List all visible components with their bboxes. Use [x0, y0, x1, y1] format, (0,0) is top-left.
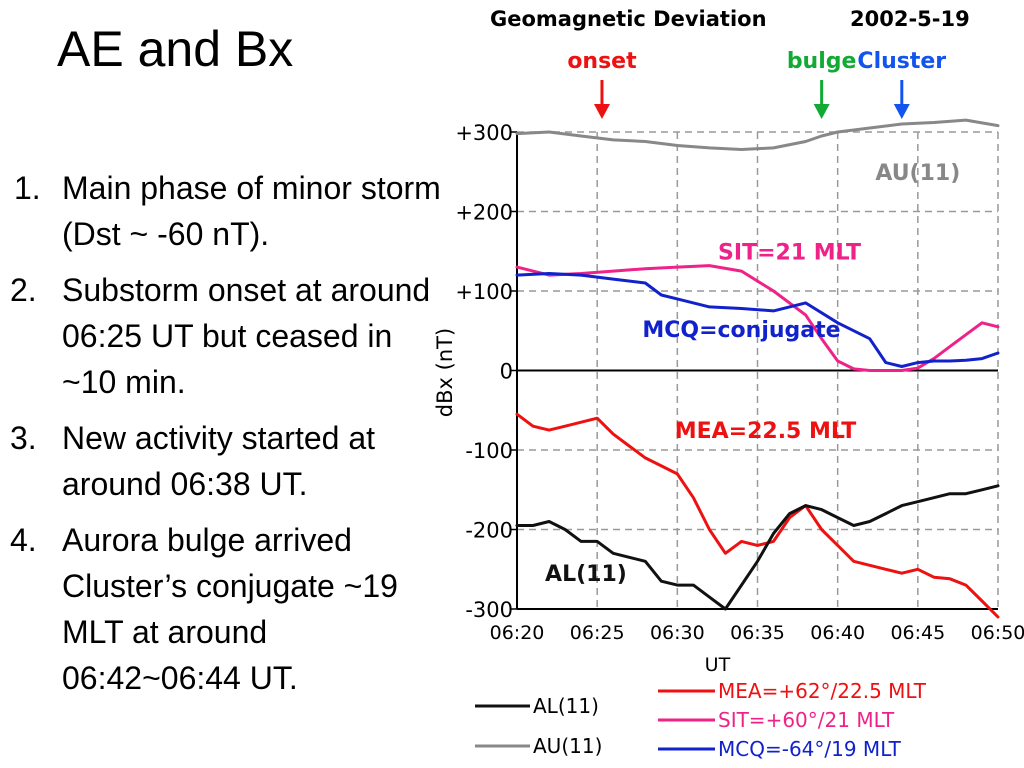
series-line-sit	[515, 264, 1000, 372]
inline-series-label: MCQ=conjugate	[642, 318, 840, 343]
chart-date: 2002-5-19	[850, 7, 970, 31]
y-tick-label: 0	[500, 360, 513, 384]
bullet-number: 4.	[10, 522, 37, 558]
geomagnetic-chart: Geomagnetic Deviation 2002-5-19 onset bul…	[433, 7, 1024, 761]
bullet-number: 3.	[10, 420, 37, 456]
bullet-item: 2. Substorm onset at around 06:25 UT but …	[10, 267, 450, 405]
bullet-number: 2.	[10, 272, 37, 308]
chart-title: Geomagnetic Deviation	[490, 7, 767, 31]
x-tick-label: 06:25	[570, 622, 625, 644]
event-arrow-head	[893, 104, 910, 119]
legend-label: MEA=+62°/22.5 MLT	[718, 679, 927, 703]
bullet-number: 1.	[14, 170, 41, 206]
bullet-text: Main phase of minor storm (Dst ~ -60 nT)…	[62, 170, 441, 252]
y-tick-label: -300	[465, 598, 513, 622]
legend-label: MCQ=-64°/19 MLT	[718, 737, 902, 761]
x-tick-label: 06:30	[650, 622, 705, 644]
inline-series-label: AL(11)	[545, 562, 627, 587]
legend-label: AU(11)	[533, 734, 602, 758]
x-tick-label: 06:20	[490, 622, 545, 644]
event-label: Cluster	[857, 49, 946, 74]
y-axis-label: dBx (nT)	[433, 328, 457, 417]
event-label: onset	[567, 49, 637, 74]
x-tick-label: 06:45	[890, 622, 945, 644]
event-arrow-head	[593, 104, 610, 119]
bullet-item: 4. Aurora bulge arrived Cluster’s conjuga…	[10, 517, 450, 701]
slide-title: AE and Bx	[57, 21, 294, 77]
inline-series-label: SIT=21 MLT	[718, 240, 861, 265]
bullet-list: 1. Main phase of minor storm (Dst ~ -60 n…	[10, 165, 450, 711]
inline-labels: AU(11) SIT=21 MLT MCQ=conjugate MEA=22.5 ML…	[545, 161, 960, 587]
y-tick-label: -100	[465, 439, 513, 463]
y-tick-label: +200	[455, 201, 513, 225]
bullet-text: Substorm onset at around 06:25 UT but ce…	[62, 272, 431, 400]
bullet-item: 1. Main phase of minor storm (Dst ~ -60 n…	[10, 165, 450, 257]
event-markers: onset bulge Cluster	[567, 49, 946, 119]
x-tick-label: 06:35	[730, 622, 785, 644]
legend-label: SIT=+60°/21 MLT	[718, 708, 895, 732]
series-lines	[515, 118, 1000, 619]
series-line-mcq	[515, 272, 1000, 368]
x-tick-label: 06:50	[971, 622, 1024, 644]
series-line-mea	[515, 412, 1000, 619]
y-tick-label: +300	[455, 121, 513, 145]
y-tick-label: -200	[465, 519, 513, 543]
series-line-al	[515, 484, 1000, 611]
bullet-text: Aurora bulge arrived Cluster’s conjugate…	[62, 522, 398, 696]
x-tick-label: 06:40	[810, 622, 865, 644]
bullet-item: 3. New activity started at around 06:38 U…	[10, 415, 450, 507]
event-arrow-head	[813, 104, 830, 119]
inline-series-label: MEA=22.5 MLT	[675, 419, 857, 444]
inline-series-label: AU(11)	[875, 161, 960, 186]
event-label: bulge	[787, 49, 857, 74]
bullet-text: New activity started at around 06:38 UT.	[62, 420, 375, 502]
x-axis-label: UT	[705, 654, 731, 676]
y-tick-label: +100	[455, 280, 513, 304]
legend-label: AL(11)	[533, 694, 599, 718]
series-line-au	[515, 118, 1000, 151]
legend: AL(11) AU(11) MEA=+62°/22.5 MLT SIT=+60°/21…	[475, 679, 927, 761]
